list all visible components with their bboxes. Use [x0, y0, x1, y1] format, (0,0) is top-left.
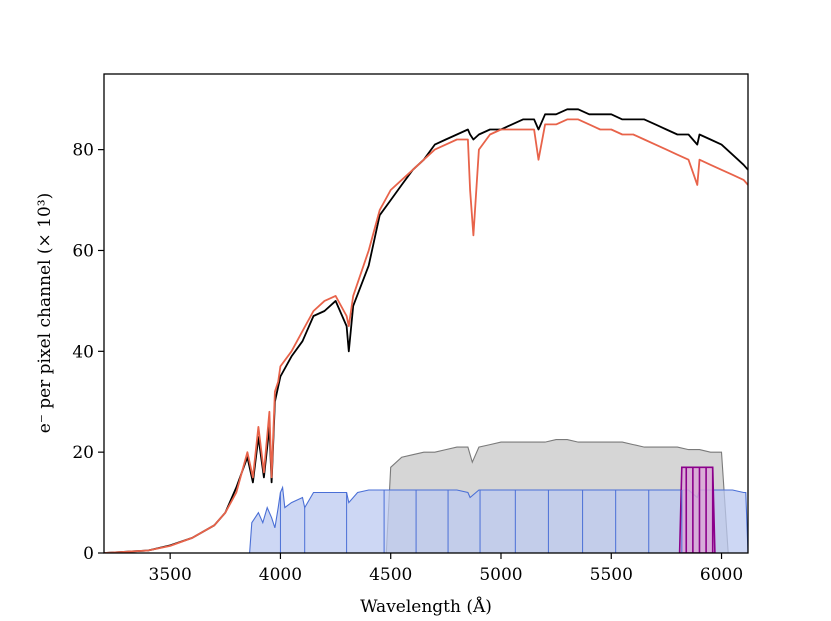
black-line-series: [104, 108, 748, 553]
axis-ticks: 3500 4000 4500 5000 5500 6000 0 20 40 60 80: [72, 141, 743, 585]
x-tick-label: 6000: [700, 565, 743, 585]
x-tick-label: 3500: [149, 565, 192, 585]
y-axis-label: e⁻ per pixel channel (× 10³): [35, 193, 55, 433]
y-tick-label: 0: [83, 544, 94, 564]
axes-frame: [103, 73, 749, 554]
x-tick-label: 5500: [590, 565, 633, 585]
red-line-series: [104, 118, 748, 553]
y-tick-label: 40: [72, 342, 94, 362]
y-tick-label: 80: [72, 141, 94, 161]
x-tick-label: 4000: [259, 565, 302, 585]
blue-filter-fill: [249, 485, 748, 553]
y-tick-label: 60: [72, 241, 94, 261]
x-tick-label: 5000: [479, 565, 522, 585]
plot-area: [104, 108, 748, 553]
x-axis-label: Wavelength (Å): [360, 596, 492, 617]
y-tick-label: 20: [72, 443, 94, 463]
purple-filter-fill: [678, 466, 716, 553]
x-tick-label: 4500: [369, 565, 412, 585]
